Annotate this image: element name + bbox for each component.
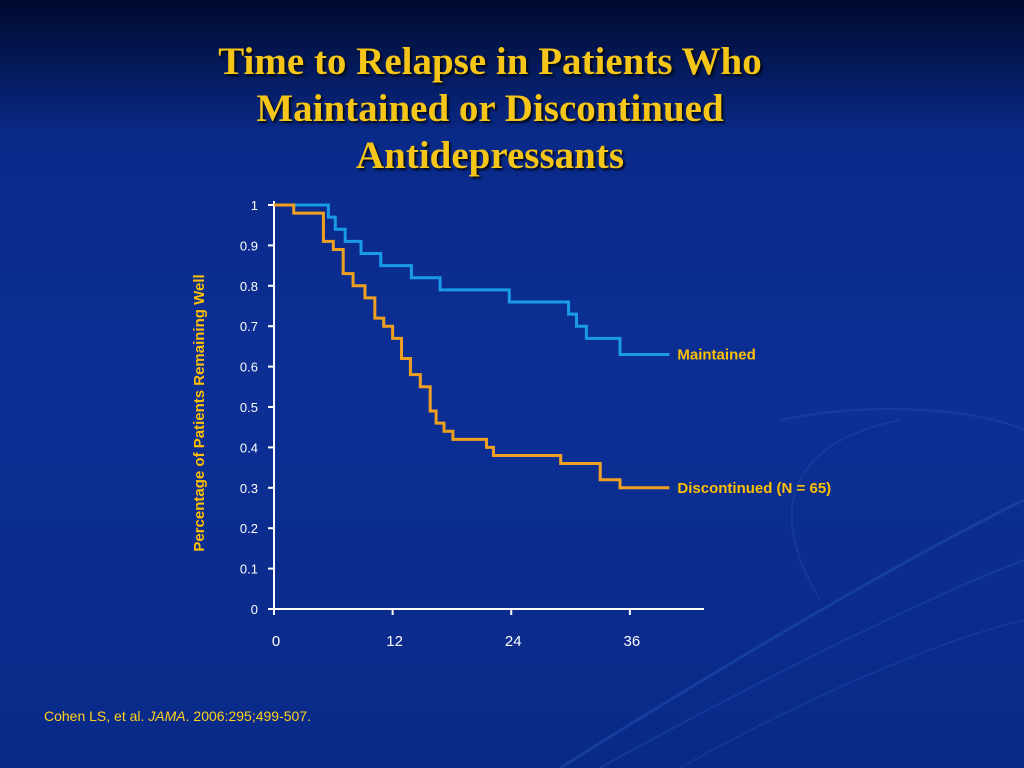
axes: 0 0.1 0.2 0.3 0.4 0.5 0.6 0.7 0.8 0.9 1 0 12 24 36 bbox=[240, 198, 704, 650]
citation-period: . bbox=[185, 708, 190, 724]
y-tick-label: 0.2 bbox=[240, 521, 258, 536]
citation-details: 2006:295;499-507. bbox=[193, 708, 311, 724]
y-tick-label: 0.1 bbox=[240, 562, 258, 577]
y-tick-label: 0.6 bbox=[240, 360, 258, 375]
discontinued-series-line bbox=[274, 203, 670, 490]
y-tick-label: 0.9 bbox=[240, 238, 258, 253]
citation-authors: Cohen LS, et al. bbox=[44, 708, 145, 724]
y-axis-label-group: Percentage of Patients Remaining Well bbox=[191, 274, 208, 551]
discontinued-series-label: Discontinued (N = 65) bbox=[677, 480, 831, 497]
series-labels: Maintained Discontinued (N = 65) bbox=[677, 346, 831, 496]
y-tick-label: 0.3 bbox=[240, 481, 258, 496]
series-lines bbox=[274, 203, 670, 490]
x-tick-label: 12 bbox=[386, 633, 403, 650]
y-tick-label: 0.7 bbox=[240, 319, 258, 334]
slide-title: Time to Relapse in Patients Who Maintain… bbox=[218, 40, 762, 177]
y-tick-label: 1 bbox=[251, 198, 258, 213]
x-tick-label: 24 bbox=[505, 633, 522, 650]
x-tick-label: 0 bbox=[272, 633, 280, 650]
citation: Cohen LS, et al. JAMA. 2006:295;499-507. bbox=[44, 708, 311, 724]
y-axis-label: Percentage of Patients Remaining Well bbox=[191, 274, 208, 551]
x-tick-label: 36 bbox=[624, 633, 641, 650]
y-tick-label: 0.5 bbox=[240, 400, 258, 415]
y-tick-label: 0.4 bbox=[240, 440, 258, 455]
maintained-series-label: Maintained bbox=[677, 346, 755, 363]
y-tick-label: 0 bbox=[251, 602, 258, 617]
maintained-series-line bbox=[274, 203, 670, 356]
y-tick-label: 0.8 bbox=[240, 279, 258, 294]
citation-journal: JAMA bbox=[148, 708, 186, 724]
